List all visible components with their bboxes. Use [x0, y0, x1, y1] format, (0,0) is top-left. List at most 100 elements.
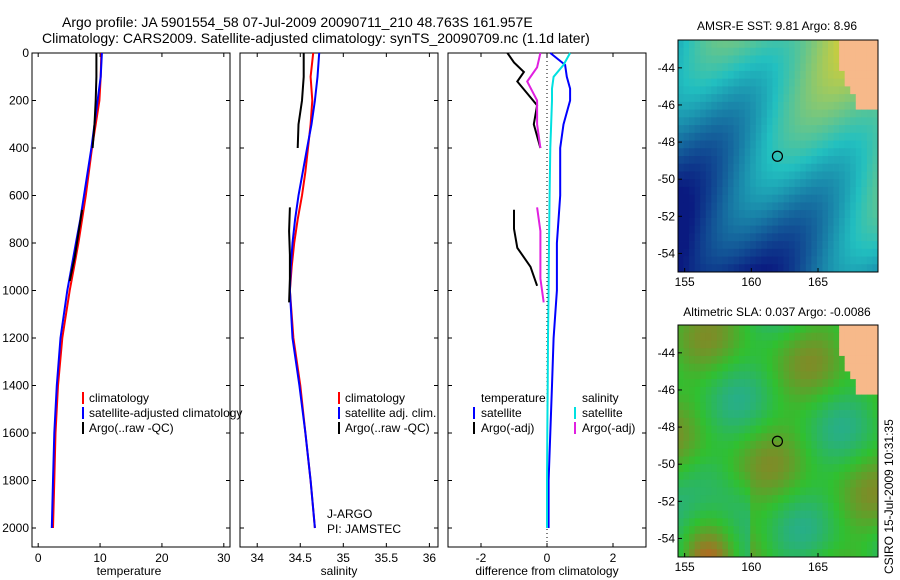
sst-cell	[772, 210, 779, 219]
sla-cell	[783, 340, 790, 349]
sst-cell	[772, 109, 779, 118]
sla-cell	[816, 495, 823, 504]
sla-cell	[816, 371, 823, 380]
sla-cell	[850, 348, 857, 357]
sla-cell	[700, 495, 707, 504]
sst-cell	[783, 55, 790, 64]
sla-cell	[683, 471, 690, 481]
sst-cell	[722, 156, 729, 165]
sla-cell	[861, 471, 868, 481]
sla-cell	[861, 549, 868, 558]
sst-cell	[816, 117, 823, 126]
sla-cell	[761, 379, 768, 388]
sst-cell	[755, 202, 762, 211]
sla-cell	[866, 495, 873, 504]
sla-cell	[839, 510, 846, 519]
sla-cell	[789, 495, 796, 504]
sla-cell	[822, 456, 829, 465]
sla-cell	[678, 371, 684, 380]
sla-cell	[689, 502, 696, 511]
sla-cell	[750, 363, 757, 372]
sla-cell	[805, 448, 812, 457]
sla-cell	[694, 417, 701, 426]
sst-cell	[755, 233, 762, 242]
sst-cell	[861, 55, 868, 64]
sst-cell	[866, 241, 873, 250]
sst-cell	[844, 256, 851, 265]
sla-cell	[844, 386, 851, 395]
sla-cell	[689, 510, 696, 519]
sst-argo-marker	[771, 150, 784, 162]
sla-cell	[833, 402, 840, 411]
sla-cell	[828, 379, 834, 388]
sst-cell	[811, 109, 818, 118]
salinity-series-1	[288, 52, 321, 529]
sla-cell	[789, 433, 796, 442]
sst-cell	[850, 186, 857, 196]
sst-cell	[783, 63, 790, 72]
sla-cell	[850, 448, 857, 457]
sla-cell	[872, 549, 879, 558]
sst-cell	[789, 256, 796, 265]
sst-cell	[761, 217, 768, 226]
sst-cell	[816, 40, 823, 49]
sla-cell	[828, 526, 834, 535]
sla-cell	[739, 441, 746, 450]
sla-cell	[828, 425, 834, 434]
sst-cell	[678, 40, 684, 49]
sla-cell	[744, 348, 751, 357]
sst-cell	[744, 248, 751, 257]
sla-cell	[744, 533, 751, 542]
sst-cell	[794, 47, 801, 56]
sst-cell	[828, 179, 834, 188]
sst-cell	[778, 163, 784, 172]
sla-cell	[755, 325, 762, 334]
sla-cell	[839, 433, 846, 442]
sla-cell	[689, 533, 696, 542]
sst-cell	[678, 94, 684, 103]
sla-cell	[750, 479, 757, 488]
sla-cell	[744, 325, 751, 334]
sla-cell	[739, 448, 746, 457]
sst-cell	[833, 186, 840, 196]
sla-cell	[783, 448, 790, 457]
sst-cell	[778, 78, 784, 87]
sst-cell	[683, 148, 690, 157]
sla-cell	[866, 464, 873, 473]
sla-cell	[722, 541, 729, 550]
sla-cell	[811, 417, 818, 426]
sst-cell	[861, 132, 868, 141]
sla-cell	[839, 471, 846, 481]
sst-cell	[700, 156, 707, 165]
sla-cell	[833, 417, 840, 426]
sla-cell	[822, 487, 829, 496]
sst-cell	[783, 225, 790, 234]
sst-cell	[772, 101, 779, 110]
sst-cell	[778, 40, 784, 49]
temperature-panel-frame	[31, 52, 231, 548]
sla-cell	[766, 533, 773, 542]
sla-cell	[783, 355, 790, 365]
depth-tick-label-7: 1400	[2, 379, 29, 393]
sla-cell	[694, 487, 701, 496]
sla-cell	[872, 402, 879, 411]
sla-cell	[694, 386, 701, 395]
sla-cell	[711, 502, 718, 511]
sst-cell	[722, 241, 729, 250]
sst-cell	[872, 256, 879, 265]
sst-cell	[839, 47, 846, 56]
sst-cell	[783, 156, 790, 165]
sla-cell	[755, 386, 762, 395]
sst-cell	[778, 264, 784, 273]
figure-title-line2: Climatology: CARS2009. Satellite-adjuste…	[42, 30, 590, 46]
sla-cell	[678, 448, 684, 457]
sla-cell	[689, 417, 696, 426]
sla-cell	[805, 479, 812, 488]
sla-cell	[855, 495, 862, 504]
sla-cell	[705, 325, 712, 334]
sla-cell	[816, 379, 823, 388]
sla-cell	[855, 526, 862, 535]
sla-cell	[705, 394, 712, 403]
sst-cell	[822, 47, 829, 56]
sla-cell	[805, 417, 812, 426]
